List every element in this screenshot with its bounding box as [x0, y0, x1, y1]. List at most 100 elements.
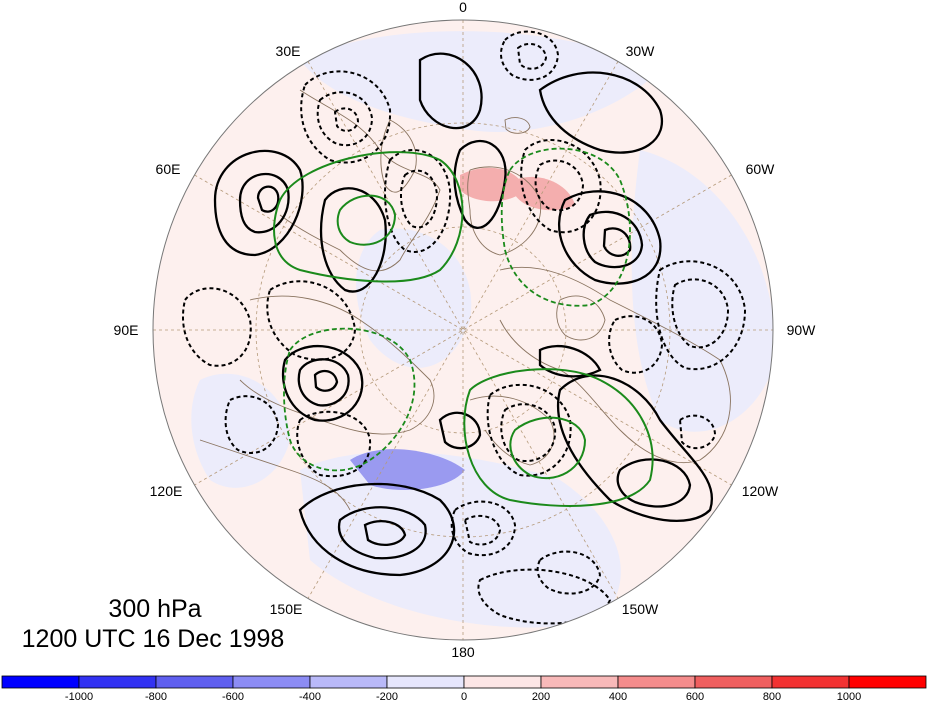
shade-blue-east — [631, 150, 773, 432]
positive-contour — [256, 185, 280, 213]
coastline-scandinavia — [380, 119, 417, 193]
lon-label-30e: 30E — [276, 43, 301, 59]
longitude-labels: 0 30W 60W 90W 120W 150W 180 150E 120E 90… — [114, 0, 817, 660]
negative-contour — [499, 30, 560, 81]
colorbar-tick-label: 800 — [763, 691, 781, 702]
coastline-siberia — [239, 295, 435, 435]
positive-contour — [298, 482, 456, 577]
valid-time: 1200 UTC 16 Dec 1998 — [22, 625, 285, 653]
negative-contour — [296, 410, 372, 478]
green-solid-contour — [509, 416, 587, 480]
negative-contour — [516, 42, 548, 70]
colorbar-segment — [463, 675, 542, 689]
positive-contour — [363, 520, 407, 546]
shade-red-patch-1 — [460, 167, 525, 202]
negative-anomaly-contours — [182, 30, 747, 625]
latitude-circle-inner — [359, 226, 567, 434]
coastline-alaska — [469, 395, 555, 466]
positive-contour — [556, 374, 713, 523]
colorbar-tick-label: -1000 — [65, 691, 93, 702]
shade-blue-deep — [350, 449, 465, 490]
negative-contour — [182, 287, 252, 367]
negative-contour — [477, 568, 612, 625]
map-title: 300 hPa 1200 UTC 16 Dec 1998 — [22, 595, 285, 653]
negative-contour — [399, 169, 439, 229]
negative-contour — [500, 403, 557, 463]
height-anomaly-contours — [213, 52, 713, 577]
negative-contour — [384, 149, 452, 253]
lon-label-60w: 60W — [746, 161, 776, 177]
negative-contour — [671, 278, 730, 349]
positive-contour — [453, 139, 507, 229]
lon-label-150w: 150W — [622, 601, 659, 617]
green-solid-contour — [273, 151, 464, 283]
positive-contour — [602, 227, 632, 257]
green-dashed-contour — [283, 327, 416, 472]
negative-contour — [316, 91, 374, 147]
positive-contour — [281, 344, 364, 422]
colorbar: -1000 -800 -600 -400 -200 0 200 400 600 800 1000 — [1, 675, 927, 702]
shade-blue-north — [300, 31, 660, 132]
colorbar-segment — [78, 675, 157, 689]
negative-contour — [463, 514, 502, 546]
meridian-60e-120w — [194, 174, 732, 486]
positive-contour — [538, 71, 663, 154]
colorbar-tick-label: 1000 — [837, 691, 861, 702]
lon-label-0: 0 — [459, 0, 467, 15]
coastline-iceland — [504, 117, 531, 134]
negative-contour — [534, 159, 585, 212]
positive-contour — [582, 210, 644, 269]
lon-label-150e: 150E — [270, 601, 303, 617]
colorbar-segment — [540, 675, 619, 689]
colorbar-tick-label: 200 — [532, 691, 550, 702]
positive-contour — [337, 506, 427, 560]
colorbar-tick-label: -600 — [222, 691, 244, 702]
negative-contour — [678, 414, 717, 450]
colorbar-segment — [694, 675, 773, 689]
colorbar-segment — [848, 675, 927, 689]
positive-contour — [538, 345, 602, 378]
negative-contour — [608, 315, 664, 374]
negative-contour — [333, 107, 360, 132]
colorbar-tick-label: 0 — [461, 691, 467, 702]
colorbar-segment — [1, 675, 80, 689]
colorbar-tick-label: -400 — [299, 691, 321, 702]
colorbar-segment — [232, 675, 311, 689]
lon-label-90e: 90E — [114, 322, 139, 338]
positive-contour — [297, 358, 350, 407]
colorbar-tick-label: -800 — [145, 691, 167, 702]
negative-contour — [486, 383, 572, 477]
shade-red-patch-2 — [515, 176, 575, 211]
globe-outline — [152, 19, 774, 641]
positive-contour — [213, 149, 304, 257]
positive-contour — [616, 458, 692, 508]
positive-contour — [438, 411, 482, 450]
shade-blue-center — [356, 228, 472, 368]
colorbar-segment — [771, 675, 850, 689]
lon-label-90w: 90W — [787, 322, 817, 338]
coastline-asia-east — [199, 439, 351, 511]
colorbar-segment — [155, 675, 234, 689]
colorbar-tick-label: 400 — [609, 691, 627, 702]
shade-blue-south — [300, 451, 621, 628]
pressure-level: 300 hPa — [108, 595, 201, 623]
negative-contour — [224, 395, 280, 454]
positive-contour — [557, 190, 662, 285]
coastline-hudson-bay — [556, 295, 606, 341]
positive-contour — [319, 187, 387, 293]
positive-contour — [418, 52, 483, 130]
negative-contour — [520, 139, 602, 234]
green-solid-contour — [463, 368, 654, 507]
colorbar-segment — [386, 675, 465, 689]
positive-contour — [313, 369, 339, 392]
negative-contour — [536, 550, 602, 595]
lon-label-180: 180 — [451, 644, 475, 660]
colorbar-tick-label: 600 — [686, 691, 704, 702]
lon-label-120w: 120W — [742, 483, 779, 499]
lon-label-60e: 60E — [156, 161, 181, 177]
lon-label-120e: 120E — [150, 483, 183, 499]
green-dashed-contour — [500, 147, 631, 307]
green-dashed-contours — [283, 147, 631, 472]
shading-layer — [191, 31, 773, 628]
